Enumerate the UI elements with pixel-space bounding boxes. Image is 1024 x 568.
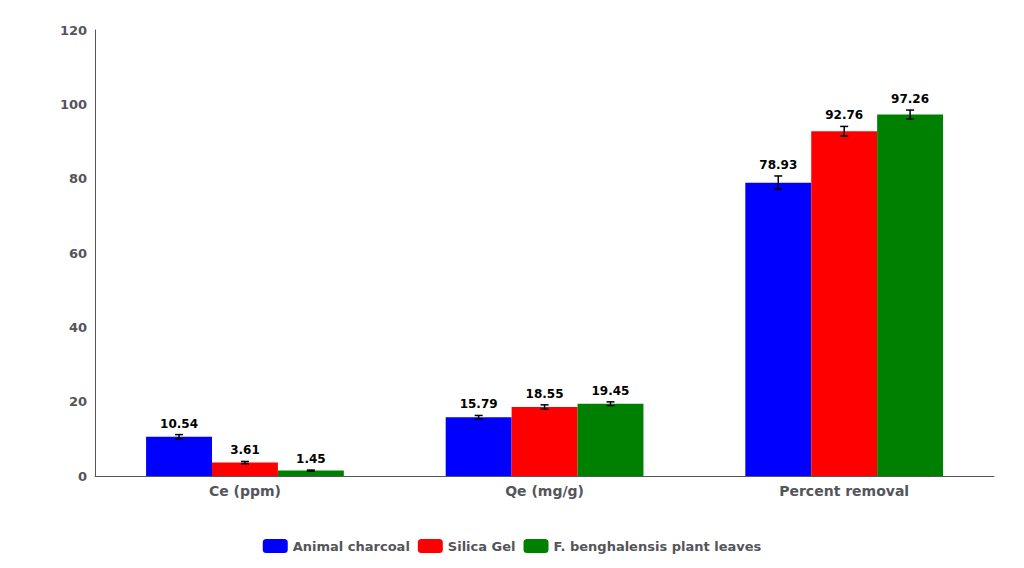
svg-text:15.79: 15.79 xyxy=(460,397,498,411)
svg-text:Silica Gel: Silica Gel xyxy=(448,539,516,554)
svg-text:Percent removal: Percent removal xyxy=(779,483,909,499)
svg-text:10.54: 10.54 xyxy=(160,417,198,431)
svg-text:80: 80 xyxy=(69,171,87,186)
svg-text:18.55: 18.55 xyxy=(526,387,564,401)
svg-text:20: 20 xyxy=(69,394,87,409)
svg-text:60: 60 xyxy=(69,246,87,261)
svg-text:F. benghalensis plant leaves: F. benghalensis plant leaves xyxy=(554,539,762,554)
svg-text:Ce (ppm): Ce (ppm) xyxy=(209,483,281,499)
svg-text:120: 120 xyxy=(60,23,87,38)
svg-text:92.76: 92.76 xyxy=(825,108,863,122)
svg-text:Animal charcoal: Animal charcoal xyxy=(293,539,410,554)
svg-text:3.61: 3.61 xyxy=(230,443,260,457)
svg-text:0: 0 xyxy=(78,469,87,484)
svg-text:19.45: 19.45 xyxy=(592,384,630,398)
svg-text:Qe (mg/g): Qe (mg/g) xyxy=(505,483,584,499)
svg-text:78.93: 78.93 xyxy=(759,158,797,172)
svg-text:40: 40 xyxy=(69,320,87,335)
svg-text:100: 100 xyxy=(60,97,87,112)
svg-text:97.26: 97.26 xyxy=(891,92,929,106)
svg-text:1.45: 1.45 xyxy=(296,452,326,466)
